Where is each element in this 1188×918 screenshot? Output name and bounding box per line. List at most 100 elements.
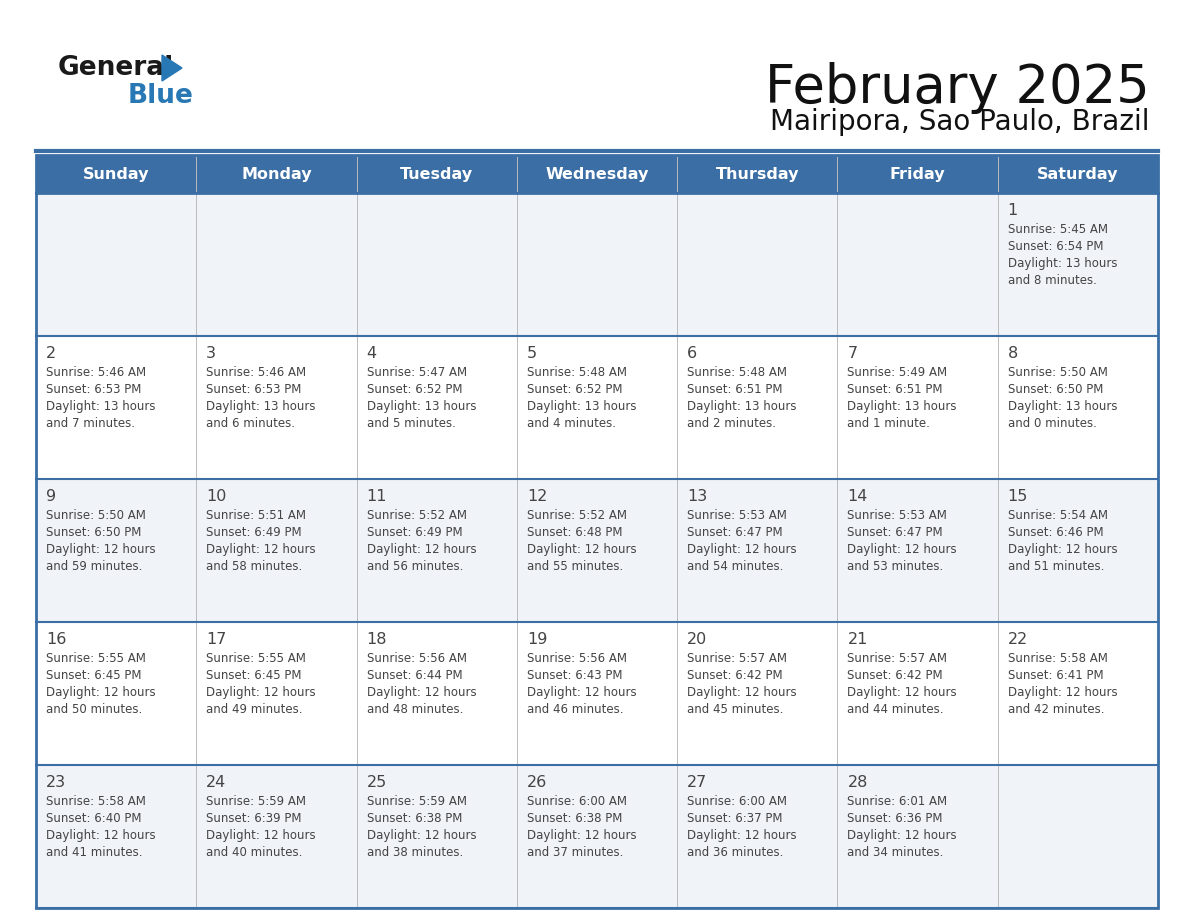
Text: and 53 minutes.: and 53 minutes.: [847, 560, 943, 573]
Text: Daylight: 12 hours: Daylight: 12 hours: [847, 686, 958, 699]
Text: and 2 minutes.: and 2 minutes.: [687, 417, 776, 430]
Text: Sunrise: 6:00 AM: Sunrise: 6:00 AM: [526, 795, 627, 808]
Text: Daylight: 13 hours: Daylight: 13 hours: [847, 400, 956, 413]
Text: Mairipora, Sao Paulo, Brazil: Mairipora, Sao Paulo, Brazil: [771, 108, 1150, 136]
Text: Sunset: 6:38 PM: Sunset: 6:38 PM: [367, 812, 462, 825]
Text: and 8 minutes.: and 8 minutes.: [1007, 274, 1097, 287]
Text: Daylight: 13 hours: Daylight: 13 hours: [526, 400, 637, 413]
Text: and 59 minutes.: and 59 minutes.: [46, 560, 143, 573]
Text: 15: 15: [1007, 489, 1028, 504]
Text: 16: 16: [46, 632, 67, 647]
Text: Daylight: 12 hours: Daylight: 12 hours: [207, 543, 316, 556]
Text: and 0 minutes.: and 0 minutes.: [1007, 417, 1097, 430]
Text: Saturday: Saturday: [1037, 166, 1119, 182]
Text: and 51 minutes.: and 51 minutes.: [1007, 560, 1104, 573]
Text: Sunrise: 5:54 AM: Sunrise: 5:54 AM: [1007, 509, 1107, 522]
Text: Daylight: 12 hours: Daylight: 12 hours: [46, 829, 156, 842]
Text: Sunrise: 5:52 AM: Sunrise: 5:52 AM: [367, 509, 467, 522]
Text: Sunrise: 5:53 AM: Sunrise: 5:53 AM: [847, 509, 947, 522]
Text: 22: 22: [1007, 632, 1028, 647]
Text: Daylight: 12 hours: Daylight: 12 hours: [367, 543, 476, 556]
Text: and 37 minutes.: and 37 minutes.: [526, 846, 624, 859]
Text: and 45 minutes.: and 45 minutes.: [687, 703, 784, 716]
Text: 27: 27: [687, 775, 707, 790]
Text: and 58 minutes.: and 58 minutes.: [207, 560, 303, 573]
Text: and 5 minutes.: and 5 minutes.: [367, 417, 455, 430]
Text: 13: 13: [687, 489, 707, 504]
Text: Daylight: 12 hours: Daylight: 12 hours: [687, 829, 797, 842]
Text: Daylight: 12 hours: Daylight: 12 hours: [687, 686, 797, 699]
Text: Sunset: 6:53 PM: Sunset: 6:53 PM: [46, 383, 141, 396]
Text: Sunset: 6:42 PM: Sunset: 6:42 PM: [687, 669, 783, 682]
Text: Sunrise: 5:59 AM: Sunrise: 5:59 AM: [207, 795, 307, 808]
Text: 11: 11: [367, 489, 387, 504]
Text: Sunrise: 6:01 AM: Sunrise: 6:01 AM: [847, 795, 948, 808]
Text: Sunset: 6:52 PM: Sunset: 6:52 PM: [367, 383, 462, 396]
Text: Sunrise: 5:55 AM: Sunrise: 5:55 AM: [46, 652, 146, 665]
Text: Daylight: 13 hours: Daylight: 13 hours: [1007, 257, 1117, 270]
Text: Daylight: 12 hours: Daylight: 12 hours: [207, 829, 316, 842]
Text: Sunrise: 5:55 AM: Sunrise: 5:55 AM: [207, 652, 307, 665]
Text: 7: 7: [847, 346, 858, 361]
Polygon shape: [162, 55, 182, 81]
Text: 2: 2: [46, 346, 56, 361]
Text: Daylight: 12 hours: Daylight: 12 hours: [46, 543, 156, 556]
Text: Tuesday: Tuesday: [400, 166, 473, 182]
Text: and 36 minutes.: and 36 minutes.: [687, 846, 784, 859]
Text: Sunrise: 5:48 AM: Sunrise: 5:48 AM: [687, 366, 788, 379]
Text: 18: 18: [367, 632, 387, 647]
Text: Daylight: 12 hours: Daylight: 12 hours: [1007, 543, 1118, 556]
Text: 12: 12: [526, 489, 548, 504]
Text: 28: 28: [847, 775, 867, 790]
Text: 19: 19: [526, 632, 548, 647]
Text: Sunrise: 5:53 AM: Sunrise: 5:53 AM: [687, 509, 786, 522]
Text: Sunrise: 5:46 AM: Sunrise: 5:46 AM: [46, 366, 146, 379]
Text: Daylight: 13 hours: Daylight: 13 hours: [46, 400, 156, 413]
Text: Sunrise: 5:47 AM: Sunrise: 5:47 AM: [367, 366, 467, 379]
Text: 20: 20: [687, 632, 707, 647]
Text: Sunrise: 5:50 AM: Sunrise: 5:50 AM: [1007, 366, 1107, 379]
Text: Daylight: 12 hours: Daylight: 12 hours: [526, 686, 637, 699]
Text: Sunrise: 5:58 AM: Sunrise: 5:58 AM: [1007, 652, 1107, 665]
Text: Sunrise: 5:57 AM: Sunrise: 5:57 AM: [687, 652, 788, 665]
Text: Sunset: 6:49 PM: Sunset: 6:49 PM: [367, 526, 462, 539]
Text: Monday: Monday: [241, 166, 311, 182]
Text: Sunset: 6:50 PM: Sunset: 6:50 PM: [46, 526, 141, 539]
Text: Sunrise: 5:58 AM: Sunrise: 5:58 AM: [46, 795, 146, 808]
Text: Blue: Blue: [128, 83, 194, 109]
Text: Daylight: 12 hours: Daylight: 12 hours: [847, 543, 958, 556]
Text: Sunset: 6:40 PM: Sunset: 6:40 PM: [46, 812, 141, 825]
Text: Sunset: 6:41 PM: Sunset: 6:41 PM: [1007, 669, 1104, 682]
Text: Daylight: 12 hours: Daylight: 12 hours: [367, 829, 476, 842]
Bar: [36, 155, 1158, 193]
Text: and 54 minutes.: and 54 minutes.: [687, 560, 784, 573]
Text: Sunset: 6:49 PM: Sunset: 6:49 PM: [207, 526, 302, 539]
Text: Daylight: 13 hours: Daylight: 13 hours: [207, 400, 316, 413]
Text: Daylight: 12 hours: Daylight: 12 hours: [526, 543, 637, 556]
Text: Daylight: 12 hours: Daylight: 12 hours: [1007, 686, 1118, 699]
Text: Daylight: 12 hours: Daylight: 12 hours: [847, 829, 958, 842]
Text: 8: 8: [1007, 346, 1018, 361]
Text: Sunrise: 5:45 AM: Sunrise: 5:45 AM: [1007, 223, 1107, 236]
Text: February 2025: February 2025: [765, 62, 1150, 114]
Text: Sunrise: 6:00 AM: Sunrise: 6:00 AM: [687, 795, 788, 808]
Text: Sunset: 6:48 PM: Sunset: 6:48 PM: [526, 526, 623, 539]
Text: and 1 minute.: and 1 minute.: [847, 417, 930, 430]
Text: Sunset: 6:42 PM: Sunset: 6:42 PM: [847, 669, 943, 682]
Text: 21: 21: [847, 632, 867, 647]
Text: Sunset: 6:53 PM: Sunset: 6:53 PM: [207, 383, 302, 396]
Text: 14: 14: [847, 489, 867, 504]
Bar: [36, 479, 1158, 622]
Text: 9: 9: [46, 489, 56, 504]
Text: Sunset: 6:46 PM: Sunset: 6:46 PM: [1007, 526, 1104, 539]
Text: and 6 minutes.: and 6 minutes.: [207, 417, 296, 430]
Bar: [36, 155, 1158, 908]
Text: Sunrise: 5:56 AM: Sunrise: 5:56 AM: [526, 652, 627, 665]
Text: 10: 10: [207, 489, 227, 504]
Text: 24: 24: [207, 775, 227, 790]
Text: Daylight: 12 hours: Daylight: 12 hours: [526, 829, 637, 842]
Text: and 7 minutes.: and 7 minutes.: [46, 417, 135, 430]
Text: Sunrise: 5:46 AM: Sunrise: 5:46 AM: [207, 366, 307, 379]
Text: and 50 minutes.: and 50 minutes.: [46, 703, 143, 716]
Text: 26: 26: [526, 775, 548, 790]
